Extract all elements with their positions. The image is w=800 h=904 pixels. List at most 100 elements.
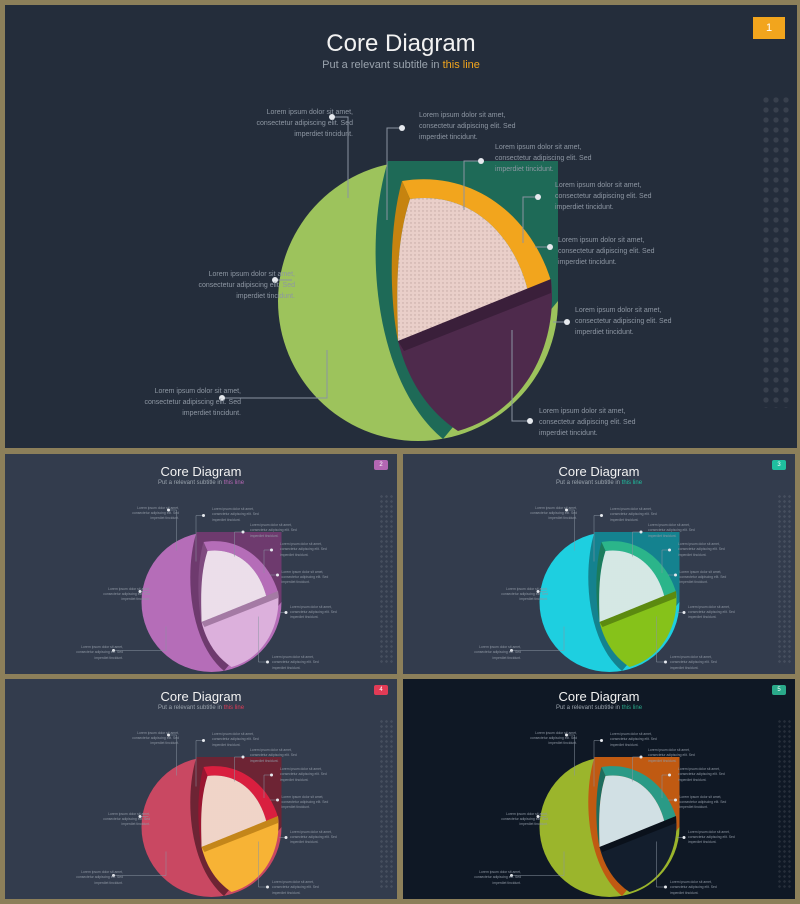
caption-line: Lorem ipsum dolor sit amet, bbox=[81, 870, 123, 874]
subtitle-highlight: this line bbox=[621, 480, 643, 486]
caption-line: Lorem ipsum dolor sit amet, bbox=[280, 767, 322, 771]
caption-line: consectetur adipiscing elit. Sed bbox=[280, 547, 327, 552]
caption-line: Lorem ipsum dolor sit amet, bbox=[290, 829, 332, 834]
caption-line: Lorem ipsum dolor sit amet, bbox=[281, 569, 324, 574]
caption-line: imperdiet tincidunt. bbox=[555, 203, 614, 211]
leader-line bbox=[332, 116, 349, 198]
caption-line: consectetur adipiscing elit. Sed bbox=[132, 510, 179, 515]
caption-line: imperdiet tincidunt. bbox=[212, 517, 241, 522]
caption-line: consectetur adipiscing elit. Sed bbox=[419, 122, 516, 130]
slide-title: Core Diagram bbox=[558, 689, 640, 704]
upper-mantle-edge bbox=[391, 181, 410, 341]
caption-line: Lorem ipsum dolor sit amet, bbox=[610, 732, 652, 736]
caption-text-block: Lorem ipsum dolor sit amet, consectetur a… bbox=[610, 507, 666, 523]
caption-line: Lorem ipsum dolor sit amet, bbox=[250, 523, 292, 527]
caption-line: consectetur adipiscing elit. Sed bbox=[670, 660, 717, 665]
leader-dot bbox=[284, 836, 288, 839]
leader-line bbox=[463, 160, 481, 210]
caption-line: imperdiet tincidunt. bbox=[670, 890, 699, 895]
caption-line: consectetur adipiscing elit. Sed bbox=[250, 753, 297, 758]
leader-dot bbox=[565, 508, 568, 512]
caption-text-block: Lorem ipsum dolor sit amet, consectetur a… bbox=[495, 143, 607, 176]
slide-title: Core Diagram bbox=[326, 30, 476, 57]
caption-line: imperdiet tincidunt. bbox=[280, 552, 309, 557]
caption-line: Lorem ipsum dolor sit amet, bbox=[479, 645, 521, 649]
caption-line: imperdiet tincidunt. bbox=[492, 880, 521, 885]
upper-mantle bbox=[601, 766, 676, 822]
leader-line bbox=[113, 851, 167, 876]
caption-line: consectetur adipiscing elit. Sed bbox=[132, 735, 179, 740]
caption-line: Lorem ipsum dolor sit amet, bbox=[648, 748, 690, 752]
caption-text-block: Lorem ipsum dolor sit amet, consectetur a… bbox=[680, 795, 736, 811]
caption-line: Lorem ipsum dolor sit amet, bbox=[535, 505, 577, 510]
leader-dot bbox=[600, 739, 603, 742]
caption-line: Lorem ipsum dolor sit amet, bbox=[272, 880, 314, 884]
caption-line: imperdiet tincidunt. bbox=[121, 822, 150, 827]
subtitle-highlight: this line bbox=[223, 705, 245, 711]
core-diagram-graphic bbox=[112, 733, 288, 897]
caption-line: imperdiet tincidunt. bbox=[678, 552, 707, 557]
caption-line: consectetur adipiscing elit. Sed bbox=[688, 834, 735, 839]
caption-text-block: Lorem ipsum dolor sit amet, consectetur a… bbox=[272, 655, 328, 671]
caption-line: Lorem ipsum dolor sit amet, bbox=[137, 505, 179, 510]
slide-teal: Core Diagram Put a relevant subtitle in t… bbox=[403, 454, 795, 674]
subtitle-text: Put a relevant subtitle in bbox=[322, 59, 443, 71]
caption-line: Lorem ipsum dolor sit amet, bbox=[495, 144, 582, 151]
leader-dot bbox=[674, 798, 677, 802]
caption-line: consectetur adipiscing elit. Sed bbox=[530, 510, 577, 515]
caption-line: Lorem ipsum dolor sit amet, bbox=[670, 655, 712, 659]
caption-line: Lorem ipsum dolor sit amet, bbox=[688, 604, 730, 609]
caption-line: imperdiet tincidunt. bbox=[272, 890, 301, 895]
leader-line bbox=[566, 734, 575, 776]
leader-dot bbox=[284, 611, 288, 614]
caption-line: Lorem ipsum dolor sit amet, bbox=[679, 569, 722, 574]
caption-line: consectetur adipiscing elit. Sed bbox=[679, 574, 727, 579]
leader-line bbox=[593, 515, 602, 562]
caption-line: Lorem ipsum dolor sit amet, bbox=[479, 870, 521, 874]
caption-line: imperdiet tincidunt. bbox=[548, 516, 577, 521]
leader-dot bbox=[664, 885, 667, 889]
caption-text-block: Lorem ipsum dolor sit amet, consectetur a… bbox=[123, 506, 179, 522]
caption-text-block: Lorem ipsum dolor sit amet, consectetur a… bbox=[521, 506, 577, 522]
caption-line: Lorem ipsum dolor sit amet, bbox=[137, 730, 179, 735]
caption-line: consectetur adipiscing elit. Sed bbox=[76, 875, 123, 880]
caption-line: consectetur adipiscing elit. Sed bbox=[501, 816, 548, 821]
caption-line: consectetur adipiscing elit. Sed bbox=[648, 528, 695, 533]
caption-text-block: Lorem ipsum dolor sit amet, consectetur a… bbox=[521, 731, 577, 747]
leader-dot bbox=[668, 548, 671, 552]
caption-line: imperdiet tincidunt. bbox=[670, 665, 699, 670]
leader-line bbox=[263, 549, 272, 573]
caption-line: consectetur adipiscing elit. Sed bbox=[144, 398, 242, 406]
caption-line: imperdiet tincidunt. bbox=[272, 665, 301, 670]
leader-dot bbox=[241, 530, 245, 534]
caption-line: Lorem ipsum dolor sit amet, bbox=[558, 237, 645, 244]
leader-dot bbox=[674, 573, 677, 577]
leader-dot bbox=[112, 649, 115, 652]
leader-dot bbox=[219, 395, 225, 401]
caption-line: consectetur adipiscing elit. Sed bbox=[280, 772, 327, 777]
upper-mantle bbox=[601, 541, 676, 597]
caption-text-block: Lorem ipsum dolor sit amet, consectetur a… bbox=[272, 880, 328, 896]
slide-subtitle: Put a relevant subtitle in this line bbox=[5, 480, 397, 486]
caption-line: imperdiet tincidunt. bbox=[121, 597, 150, 602]
caption-line: imperdiet tincidunt. bbox=[150, 741, 179, 746]
leader-dot bbox=[565, 733, 568, 737]
subtitle-text: Put a relevant subtitle in bbox=[555, 480, 622, 486]
caption-line: imperdiet tincidunt. bbox=[575, 328, 634, 336]
caption-text-block: Lorem ipsum dolor sit amet, consectetur a… bbox=[555, 181, 667, 214]
caption-line: Lorem ipsum dolor sit amet, bbox=[539, 408, 626, 415]
caption-line: consectetur adipiscing elit. Sed bbox=[76, 650, 123, 655]
core-diagram-graphic bbox=[510, 733, 686, 897]
leader-dot bbox=[547, 244, 553, 250]
leader-dot bbox=[138, 815, 142, 818]
caption-line: consectetur adipiscing elit. Sed bbox=[198, 281, 296, 289]
lower-mantle bbox=[599, 591, 677, 667]
caption-line: Lorem ipsum dolor sit amet, bbox=[208, 271, 295, 278]
caption-line: imperdiet tincidunt. bbox=[290, 840, 319, 845]
upper-mantle-edge bbox=[198, 542, 208, 622]
lower-mantle-edge bbox=[599, 816, 676, 852]
decorative-dot-grid bbox=[379, 494, 393, 664]
caption-text-block: Lorem ipsum dolor sit amet, consectetur a… bbox=[492, 587, 548, 603]
leader-line bbox=[113, 626, 167, 651]
caption-line: imperdiet tincidunt. bbox=[519, 822, 548, 827]
